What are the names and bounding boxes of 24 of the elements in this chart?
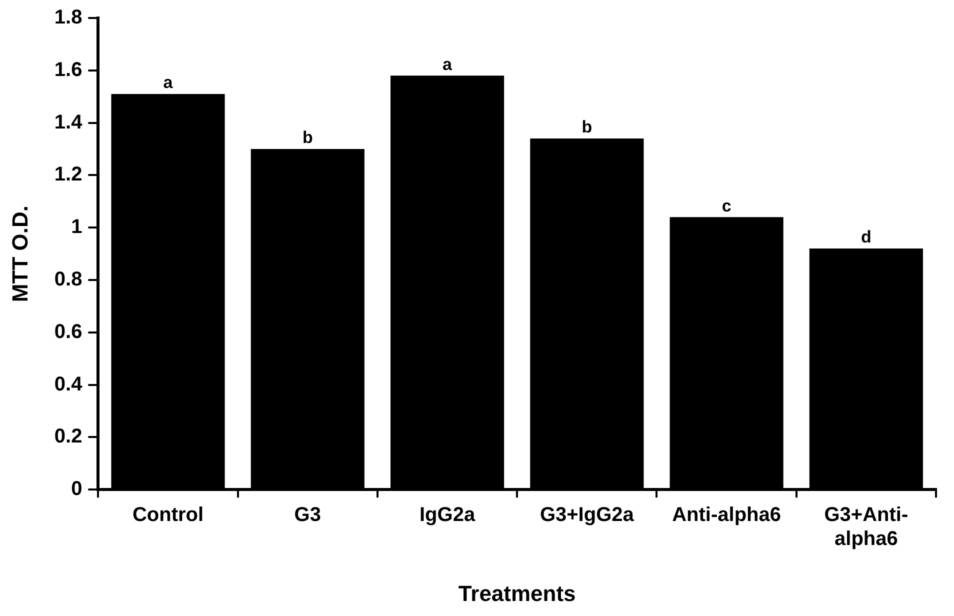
x-tick-label: IgG2a: [419, 504, 476, 526]
y-tick-label: 0.2: [54, 426, 82, 448]
data-label: a: [442, 54, 453, 74]
y-tick-label: 1: [71, 216, 82, 238]
y-tick-label: 1.8: [54, 6, 82, 29]
data-label: c: [722, 196, 732, 216]
x-tick-label: G3: [294, 504, 321, 526]
x-tick-label: G3+Anti-alpha6: [824, 504, 908, 550]
y-tick-label: 1.4: [54, 111, 84, 134]
data-label: d: [860, 228, 872, 247]
y-axis-title: MTT O.D.: [7, 206, 32, 302]
data-label: b: [582, 118, 592, 137]
y-tick-label: 1.6: [54, 58, 82, 81]
x-tick-label: Control: [132, 504, 204, 526]
x-tick-label: G3+IgG2a: [540, 504, 635, 526]
y-tick-label: 0.6: [54, 320, 82, 343]
data-label: b: [302, 128, 313, 148]
data-label: a: [163, 73, 174, 92]
x-axis-title: Treatments: [458, 580, 576, 606]
y-tick-label: 0.8: [54, 268, 82, 291]
y-tick-label: 1.2: [54, 164, 82, 186]
x-tick-label: Anti-alpha6: [672, 504, 782, 526]
y-tick-label: 0: [71, 478, 82, 500]
y-tick-label: 0.4: [54, 373, 84, 396]
